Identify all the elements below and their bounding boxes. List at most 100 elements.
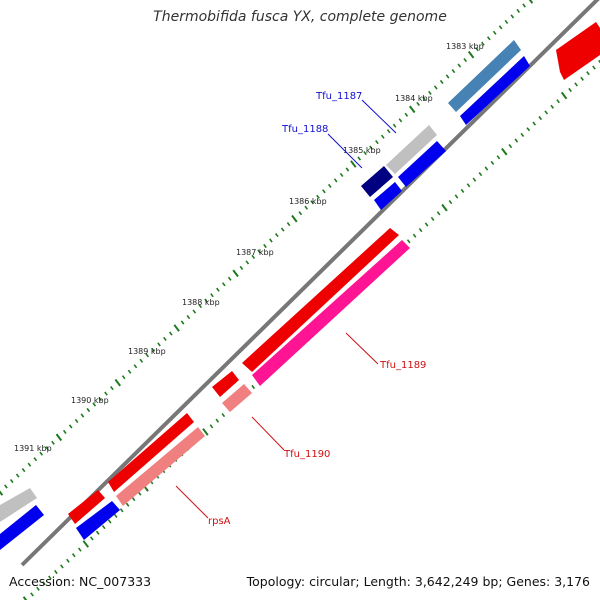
- tick-label-1383: 1383 kbp: [446, 42, 484, 51]
- tick-dot: [54, 569, 58, 575]
- tick-label-1387: 1387 kbp: [236, 248, 274, 257]
- tick-dot: [522, 3, 526, 8]
- gene-arrow-blue-rpsA[interactable]: [76, 501, 120, 540]
- tick-dot: [239, 265, 244, 270]
- gene-arrow-blue-tfu_1187[interactable]: [398, 141, 446, 187]
- tick-dot: [280, 227, 285, 232]
- gene-arrow-gray-left[interactable]: [0, 488, 37, 522]
- tick-dot: [492, 30, 497, 35]
- tick-dot: [110, 386, 114, 391]
- tick-dot: [580, 76, 584, 81]
- map-title: Thermobifida fusca YX, complete genome: [153, 9, 447, 25]
- tick-dot: [451, 69, 456, 74]
- gene-arrow-pink-tfu_1189[interactable]: [252, 240, 410, 386]
- leader-line-tfu_1188: [327, 133, 363, 169]
- gene-label-tfu_1187[interactable]: Tfu_1187: [315, 91, 362, 102]
- gene-arrow-salmon-tfu_1190[interactable]: [222, 384, 252, 412]
- tick-dot: [186, 315, 191, 320]
- tick-dot: [269, 238, 273, 243]
- tick-dot: [386, 129, 391, 134]
- tick-dot: [357, 156, 362, 161]
- tick-dot: [466, 183, 471, 188]
- tick-dot: [204, 298, 208, 303]
- gene-arrow-blue-left[interactable]: [0, 505, 44, 550]
- tick-dot: [127, 369, 132, 374]
- tick-dot: [333, 178, 338, 183]
- tick-dot: [145, 353, 150, 358]
- tick-dot: [454, 194, 459, 199]
- tick-dot: [291, 214, 298, 223]
- tick-dot: [151, 347, 155, 352]
- tick-dot: [316, 194, 320, 199]
- tick-dot: [104, 391, 108, 396]
- gene-arrow-red-rpsA[interactable]: [108, 413, 194, 492]
- gene-arrow-salmon-rpsA[interactable]: [116, 427, 205, 506]
- tick-dot: [131, 497, 136, 502]
- tick-dot: [322, 189, 326, 194]
- tick-dot: [460, 188, 465, 193]
- leader-line-tfu_1189: [345, 332, 379, 365]
- tick-dot: [538, 115, 543, 121]
- tick-dot: [232, 269, 239, 278]
- tick-dot: [139, 358, 144, 363]
- tick-dot: [416, 101, 420, 106]
- gene-arrow-blue-tfu_1188[interactable]: [374, 182, 402, 210]
- tick-label-1391: 1391 kbp: [14, 444, 52, 453]
- tick-dot: [404, 112, 409, 117]
- gene-arrow-navy-tfu_1188[interactable]: [361, 166, 393, 197]
- gene-arrow-steel[interactable]: [448, 40, 521, 112]
- gene-arrow-blue[interactable]: [460, 56, 530, 125]
- gene-arrow-gray-tfu_1187[interactable]: [386, 125, 437, 174]
- tick-dot: [251, 254, 256, 259]
- tick-dot: [114, 378, 121, 387]
- gene-label-rpsA[interactable]: rpsA: [208, 516, 231, 527]
- gene-arrow-red-tfu_1189[interactable]: [242, 228, 399, 372]
- tick-dot: [375, 140, 379, 145]
- tick-dot: [209, 424, 214, 429]
- tick-label-1389: 1389 kbp: [128, 347, 166, 356]
- tick-dot: [55, 433, 63, 442]
- tick-dot: [560, 91, 568, 100]
- gene-label-tfu_1189[interactable]: Tfu_1189: [379, 360, 426, 371]
- tick-dot: [77, 547, 82, 552]
- tick-dot: [327, 183, 332, 188]
- tick-dot: [498, 25, 503, 30]
- tick-dot: [490, 160, 495, 165]
- gene-label-tfu_1188[interactable]: Tfu_1188: [281, 124, 328, 135]
- tick-dot: [30, 592, 34, 597]
- tick-dot: [475, 47, 479, 52]
- tick-dot: [586, 71, 590, 76]
- tick-dot: [215, 418, 220, 423]
- tick-dot: [526, 127, 531, 132]
- tick-dot: [245, 260, 250, 265]
- tick-dot: [412, 233, 417, 238]
- gene-arrow-red[interactable]: [556, 22, 600, 80]
- tick-dot: [4, 484, 8, 489]
- tick-label-1385: 1385 kbp: [343, 146, 381, 155]
- tick-dot: [0, 490, 4, 496]
- gene-arrow-red-small[interactable]: [68, 490, 105, 524]
- tick-dot: [457, 63, 462, 68]
- tick-dot: [133, 364, 138, 369]
- tick-dot: [484, 166, 489, 171]
- tick-dot: [221, 413, 226, 418]
- topology-text: Topology: circular; Length: 3,642,249 bp…: [246, 574, 590, 589]
- tick-dot: [463, 58, 468, 63]
- tick-dot: [39, 451, 44, 456]
- tick-dot: [568, 87, 572, 93]
- gene-label-tfu_1190[interactable]: Tfu_1190: [283, 449, 330, 460]
- tick-dot: [98, 397, 102, 402]
- tick-dot: [62, 429, 67, 434]
- tick-dot: [68, 424, 73, 429]
- tick-dot: [33, 457, 38, 462]
- tick-dot: [198, 304, 203, 309]
- tick-dot: [422, 96, 426, 101]
- tick-dot: [363, 151, 367, 156]
- tick-dot: [598, 59, 600, 64]
- tick-dot: [15, 473, 20, 478]
- tick-dot: [514, 138, 519, 143]
- gene-arrow-red-tfu_1190[interactable]: [212, 371, 239, 397]
- tick-dot: [22, 596, 28, 600]
- tick-dot: [251, 384, 256, 390]
